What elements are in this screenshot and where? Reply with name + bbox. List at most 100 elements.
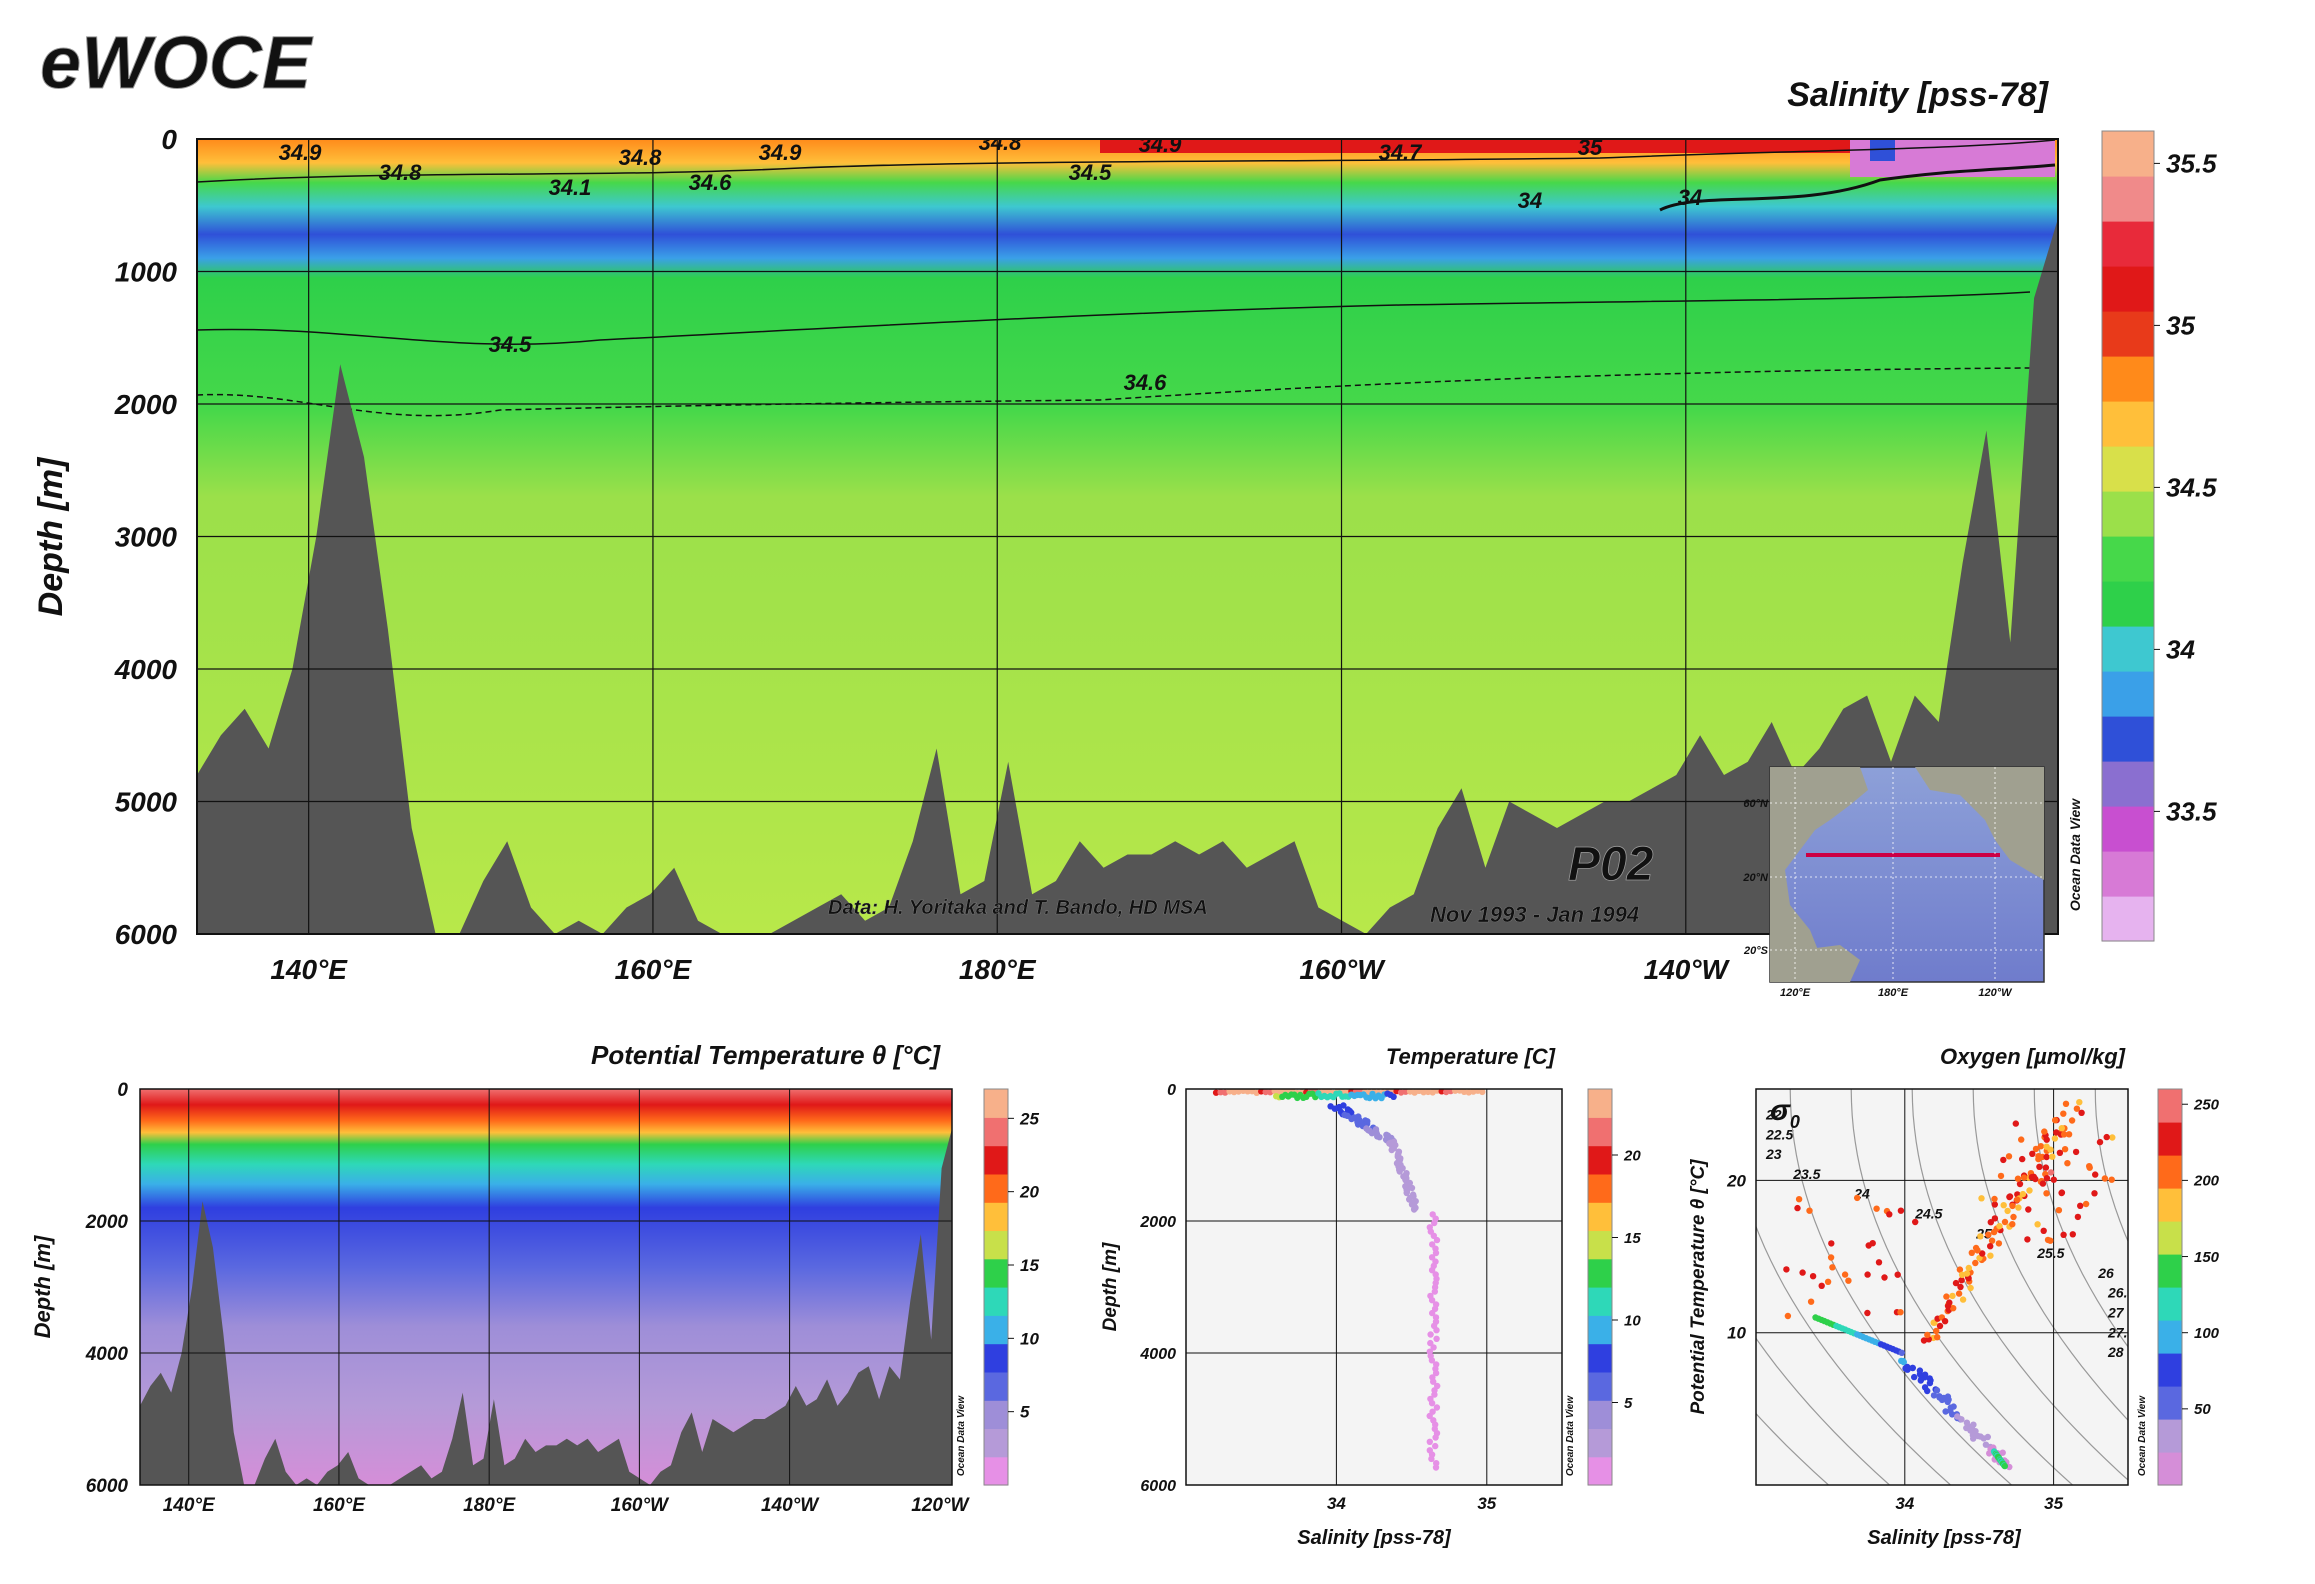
salinity-colorbar-swatch [2102,761,2154,807]
profile-colorbar-swatch [1588,1202,1612,1231]
profile-colorbar-swatch [1588,1259,1612,1288]
ts-point [2043,1164,2049,1170]
ts-colorbar-swatch [2158,1089,2182,1123]
ts-colorbar-swatch [2158,1452,2182,1486]
ts-colorbar-swatch [2158,1155,2182,1189]
temperature-ytick-label: 6000 [86,1476,129,1497]
contour-label: 34.8 [979,130,1023,155]
ts-point [2006,1194,2012,1200]
ts-point [2063,1101,2069,1107]
profile-colorbar-tick-label: 5 [1624,1395,1633,1412]
profile-ytick-label: 4000 [1139,1346,1176,1363]
ts-point [2102,1175,2108,1181]
ts-point [1898,1208,1904,1214]
salinity-xtick-label: 160°W [1299,954,1386,985]
profile-point [1432,1434,1438,1440]
contour-label: 34.7 [1379,140,1424,165]
ts-point [2049,1154,2055,1160]
odv-brand-main: Ocean Data View [2067,798,2083,911]
ts-point [2044,1175,2050,1181]
salinity-xtick-label: 140°W [1644,954,1731,985]
profile-point [1428,1456,1434,1462]
contour-label: 34.6 [689,170,733,195]
salinity-colorbar-swatch [2102,131,2154,177]
profile-colorbar-swatch [1588,1174,1612,1203]
isopycnal-line [2217,1089,2315,1485]
contour-label: 34.8 [619,145,663,170]
contour-label: 34.6 [1124,370,1168,395]
ts-colorbar-tick-label: 250 [2193,1096,2220,1113]
temperature-colorbar-swatch [984,1344,1008,1373]
ts-point [2021,1174,2027,1180]
salinity-section: Salinity [pss-78] Depth [m] 34.934.834.1… [32,76,2217,999]
isopycnal-label: 24.5 [1914,1205,1942,1221]
salinity-colorbar-swatch [2102,221,2154,267]
profile-colorbar-swatch [1588,1117,1612,1146]
salinity-colorbar-swatch [2102,266,2154,312]
ts-point [2000,1157,2006,1163]
salinity-colorbar-tick-label: 35 [2166,311,2195,341]
ts-point [2043,1154,2049,1160]
odv-brand-profile: Ocean Data View [1565,1395,1576,1476]
temperature-colorbar-swatch [984,1146,1008,1175]
ts-point [1924,1332,1930,1338]
ts-point [1943,1293,1949,1299]
isopycnal-label: 23.5 [1792,1166,1820,1182]
profile-colorbar-tick-label: 20 [1623,1147,1641,1164]
profile-colorbar-ticks: 2015105 [1612,1147,1641,1412]
contour-label: 34.8 [379,160,423,185]
ts-point [1881,1274,1887,1280]
profile-colorbar-swatch [1588,1230,1612,1259]
temperature-colorbar-tick-label: 25 [1019,1109,1039,1128]
isopycnal-label: 23 [1765,1146,1782,1162]
ts-point [1969,1250,1975,1256]
temperature-ytick-label: 0 [117,1080,128,1101]
ts-point [1897,1309,1903,1315]
ts-point [1924,1388,1930,1394]
ts-point [1917,1367,1923,1373]
ts-point [1956,1290,1962,1296]
temperature-colorbar-swatch [984,1457,1008,1486]
ts-point [2040,1180,2046,1186]
isopycnal-label: 28 [2107,1344,2124,1360]
map-ytick-label: 20°S [1743,945,1769,957]
ts-colorbar-swatch [2158,1353,2182,1387]
profile-point [1433,1336,1439,1342]
ts-colorbar-swatch [2158,1320,2182,1354]
profile-point [1376,1134,1382,1140]
ts-colorbar-tick-label: 100 [2194,1325,2220,1342]
ts-point [2097,1139,2103,1145]
ts-point [1864,1310,1870,1316]
ts-point [2053,1129,2059,1135]
temperature-colorbar-swatch [984,1230,1008,1259]
ts-point [2014,1197,2020,1203]
ts-point [1949,1293,1955,1299]
ts-point [2056,1207,2062,1213]
ts-point [1981,1435,1987,1441]
ts-point [2048,1169,2054,1175]
ts-point [1996,1223,2002,1229]
ts-point [1870,1240,1876,1246]
salinity-colorbar-swatch [2102,536,2154,582]
ts-point [1794,1205,1800,1211]
ts-xlabel: Salinity [pss-78] [1867,1527,2022,1549]
profile-ytick-label: 2000 [1139,1214,1176,1231]
salinity-ytick-label: 6000 [115,919,178,950]
ts-point [2057,1150,2063,1156]
ts-point [1799,1269,1805,1275]
ts-point [2078,1110,2084,1116]
ts-ytick-label: 10 [1727,1324,1746,1343]
temperature-colorbar-swatch [984,1287,1008,1316]
ts-point [2076,1099,2082,1105]
ts-point [2058,1190,2064,1196]
ts-point [2031,1174,2037,1180]
temperature-colorbar-tick-label: 5 [1020,1403,1030,1422]
ts-point [2001,1202,2007,1208]
ts-point [2010,1214,2016,1220]
ts-ylabel: Potential Temperature θ [°C] [1688,1159,1709,1415]
profile-colorbar-swatch [1588,1428,1612,1457]
ts-point [2034,1221,2040,1227]
ts-point [2038,1143,2044,1149]
ts-point [1978,1195,1984,1201]
